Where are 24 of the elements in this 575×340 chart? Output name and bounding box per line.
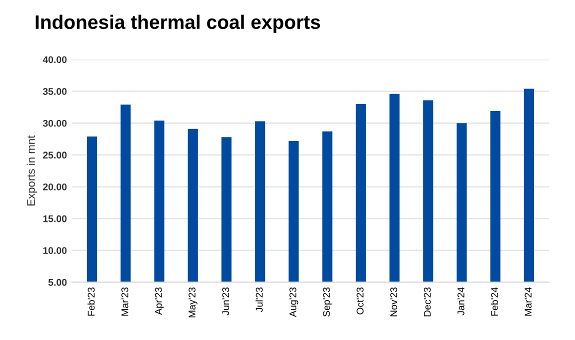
y-tick-label: 10.00 <box>43 247 67 254</box>
y-tick-label: 20.00 <box>43 183 67 190</box>
x-tick-label: May'23 <box>188 287 198 318</box>
chart-title: Indonesia thermal coal exports <box>36 14 320 33</box>
x-tick-label: Feb'24 <box>490 287 498 316</box>
x-tick-label: Apr'23 <box>154 287 164 315</box>
y-tick-label: 35.00 <box>42 88 67 95</box>
y-tick-label: 15.00 <box>43 215 67 222</box>
x-tick-label: Jan'24 <box>457 287 464 316</box>
y-tick-label: 5.00 <box>48 278 67 286</box>
x-tick-label: Sep'23 <box>323 287 332 317</box>
x-tick-label: Oct'23 <box>356 287 364 314</box>
y-tick-label: 30.00 <box>42 120 67 127</box>
y-tick-label: 25.00 <box>43 152 67 159</box>
x-tick-label: Nov'23 <box>390 287 398 316</box>
x-tick-label: Jul'23 <box>256 287 263 312</box>
x-tick-label: Feb'23 <box>88 287 95 316</box>
x-tick-label: Mar'24 <box>524 287 532 316</box>
x-tick-label: Aug'23 <box>289 287 298 318</box>
y-tick-label: 40.00 <box>42 56 67 64</box>
x-tick-label: Jun'23 <box>222 287 230 316</box>
x-tick-label: Dec'23 <box>424 287 431 316</box>
y-axis-title: Exports in mnt <box>26 135 38 206</box>
x-tick-label: Mar'23 <box>121 287 128 316</box>
